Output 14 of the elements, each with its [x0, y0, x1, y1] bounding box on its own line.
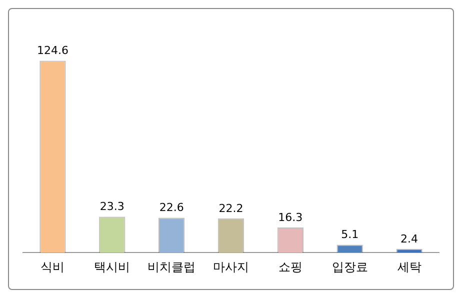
data-label: 124.6: [36, 44, 68, 58]
data-label: 22.2: [218, 202, 244, 215]
x-tick-label: 마사지: [213, 260, 249, 274]
x-tick-label: 세탁: [397, 260, 422, 274]
data-label: 23.3: [100, 200, 124, 214]
data-label: 22.6: [159, 201, 184, 214]
x-tick-label: 식비: [40, 260, 65, 274]
data-label: 5.1: [341, 228, 359, 242]
data-label: 16.3: [278, 210, 303, 224]
x-tick-label: 택시비: [94, 260, 130, 274]
data-label: 2.4: [400, 232, 418, 246]
x-tick-label: 입장료: [332, 260, 368, 274]
x-tick-label: 쇼핑: [278, 260, 302, 274]
x-tick-label: 비치클럽: [148, 260, 196, 274]
